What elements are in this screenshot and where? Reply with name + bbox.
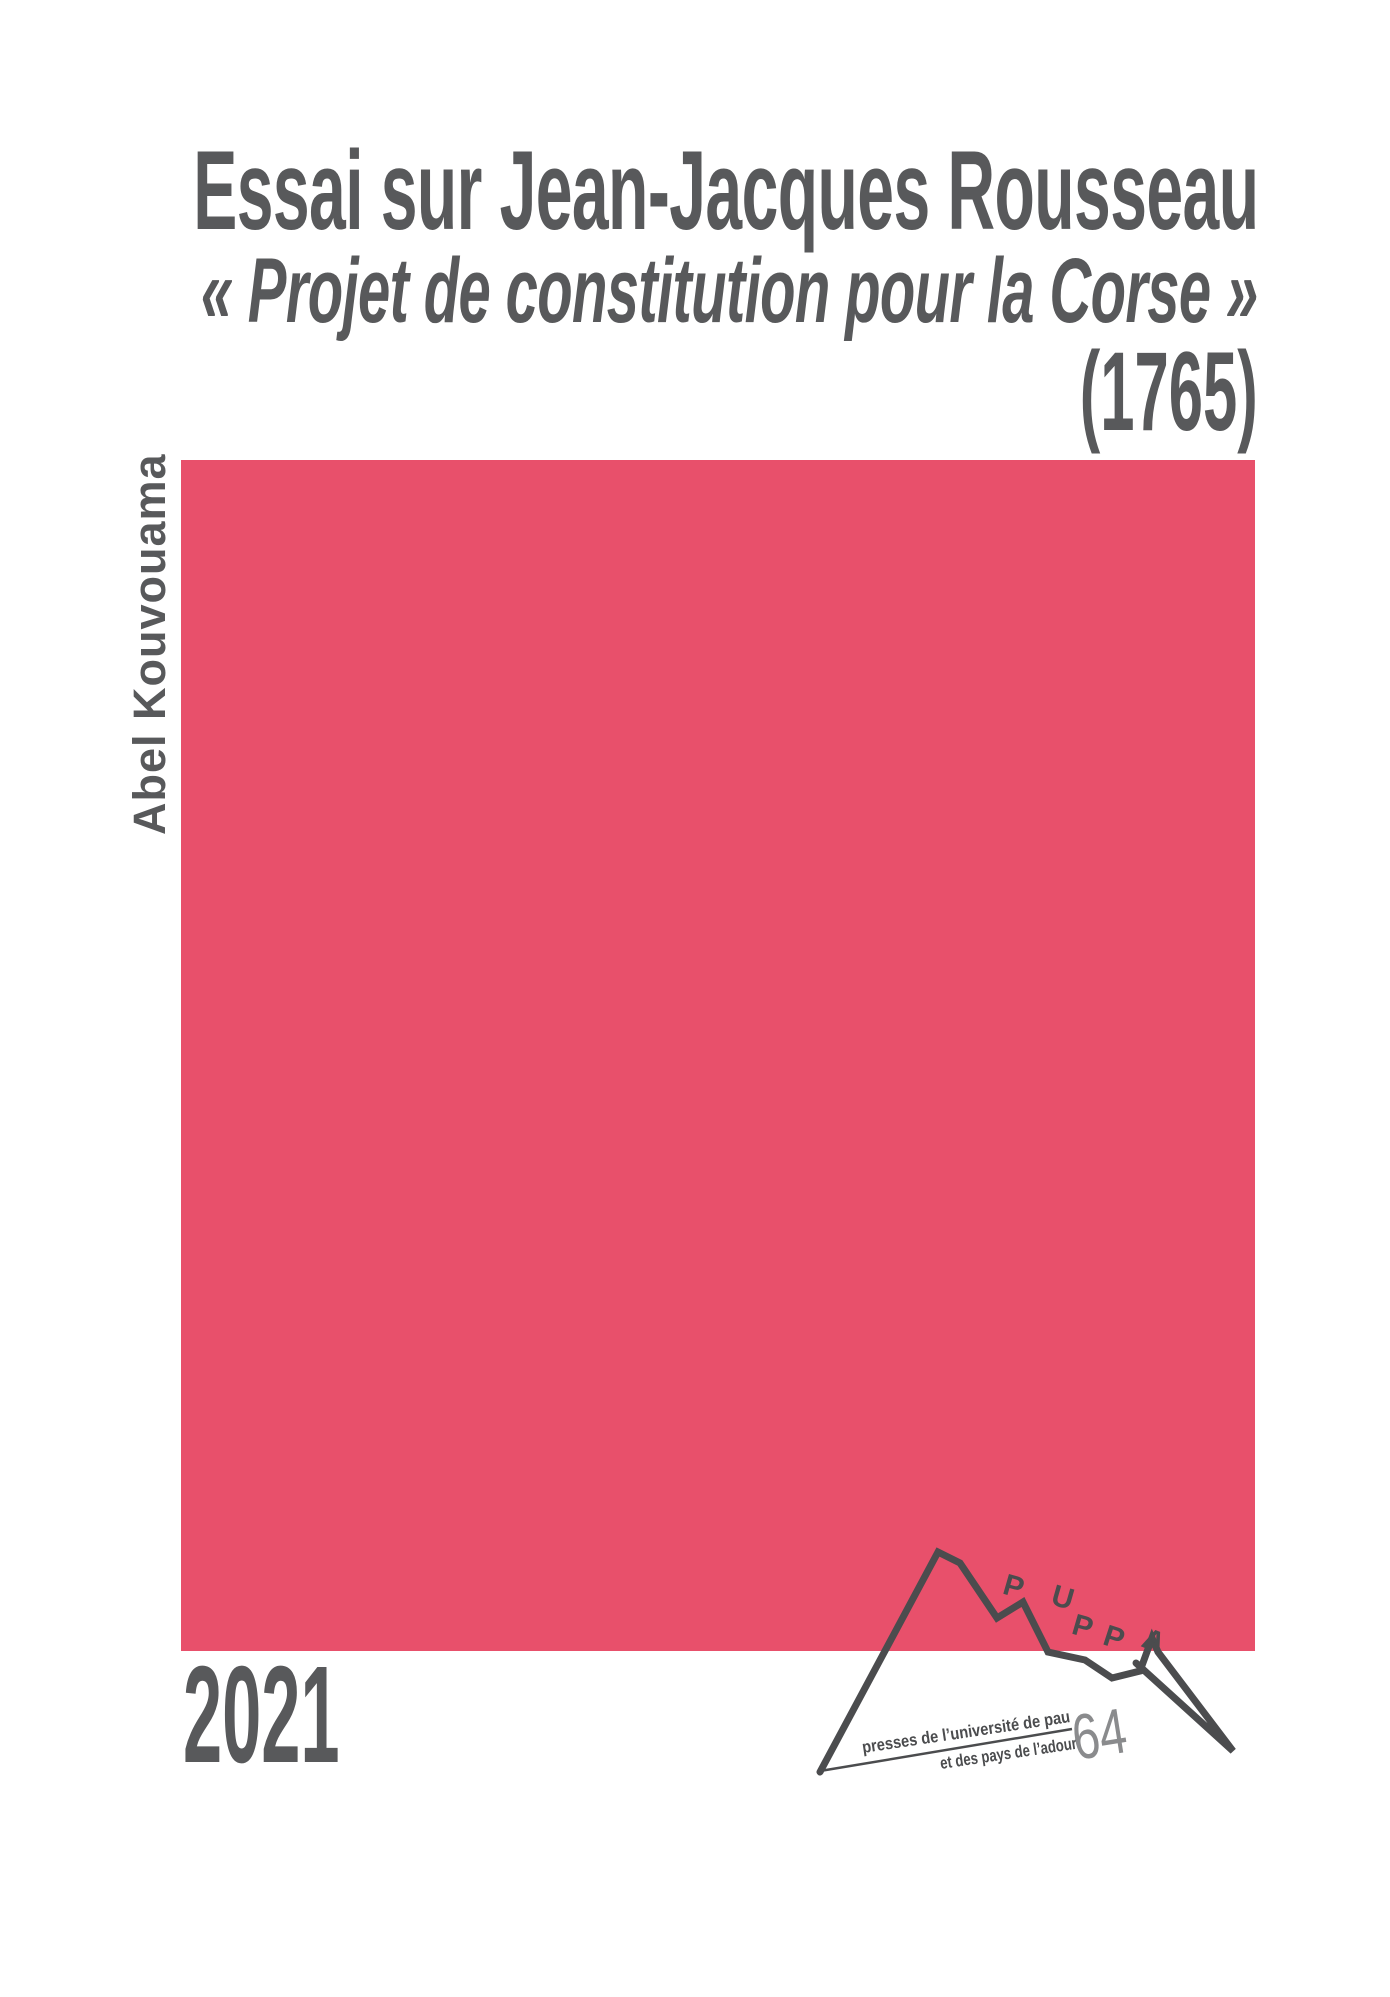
logo-letter-p2: P — [1068, 1608, 1096, 1645]
title-main: Essai sur Jean-Jacques Rousseau — [192, 128, 1259, 253]
cover-color-block — [181, 460, 1255, 1651]
department-number: 64 — [1067, 1694, 1132, 1774]
author-name: Abel Kouvouama — [124, 453, 175, 835]
title-year-of-work: (1765) — [1079, 329, 1258, 454]
mountain-outline-icon — [816, 1547, 1236, 1776]
logo-letter-u: U — [1048, 1579, 1078, 1617]
title-subtitle: « Projet de constitution pour la Corse » — [201, 240, 1259, 342]
logo-letter-p3: P — [1099, 1619, 1128, 1657]
author-name-vertical: Abel Kouvouama — [124, 453, 175, 835]
puppa-logo: P U P P A presses de l’université de pau… — [816, 1547, 1236, 1776]
publication-year: 2021 — [183, 1638, 340, 1792]
logo-baseline-rule — [819, 1727, 1073, 1773]
